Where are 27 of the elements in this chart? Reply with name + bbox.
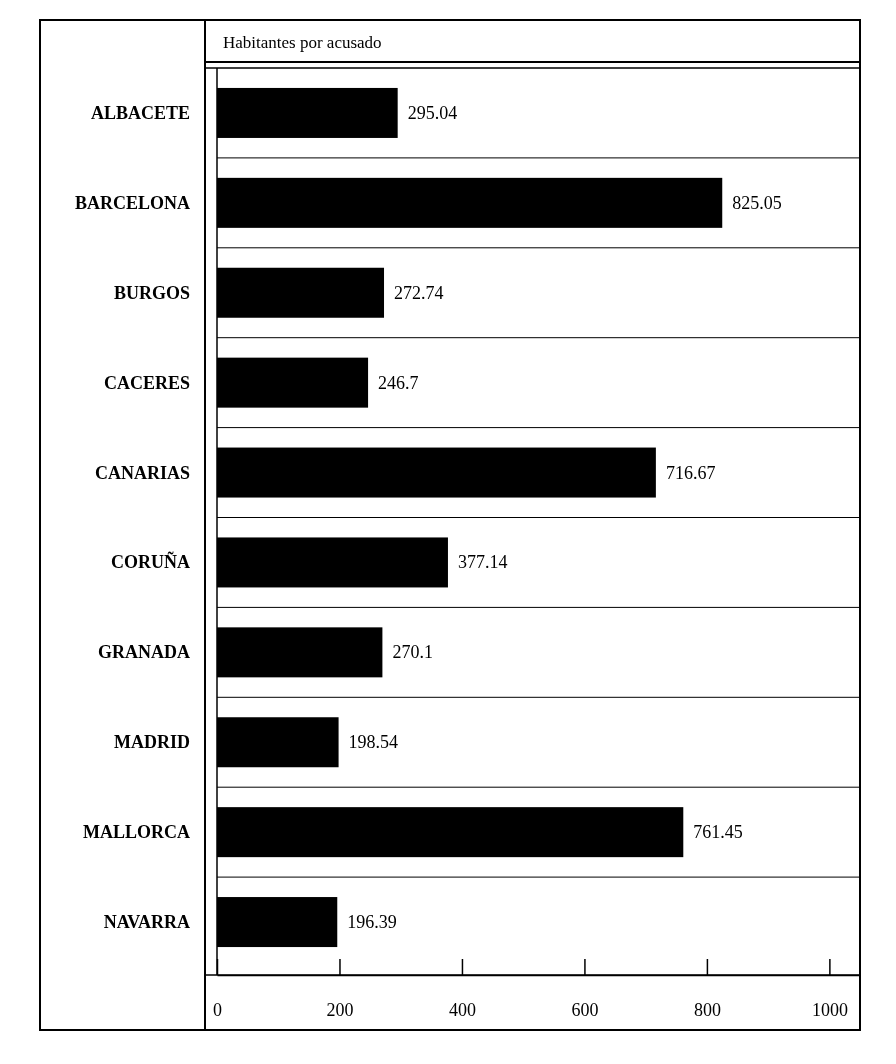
y-tick-label: CANARIAS — [94, 462, 190, 483]
data-label: 825.05 — [732, 192, 782, 213]
y-tick-label: NAVARRA — [103, 912, 190, 933]
data-label: 377.14 — [457, 552, 508, 573]
x-tick-label: 0 — [213, 999, 222, 1020]
y-tick-label: GRANADA — [98, 642, 190, 663]
x-tick-label: 1000 — [811, 999, 848, 1020]
data-label: 270.1 — [392, 642, 433, 663]
x-tick-label: 800 — [693, 999, 721, 1020]
data-label: 761.45 — [693, 822, 743, 843]
data-label: 716.67 — [665, 462, 716, 483]
y-tick-label: MALLORCA — [83, 822, 190, 843]
x-tick-label: 400 — [448, 999, 476, 1020]
y-tick-label: CORUÑA — [111, 551, 190, 573]
y-tick-label: MADRID — [114, 732, 190, 753]
data-label: 246.7 — [378, 372, 419, 393]
chart-title: Habitantes por acusado — [223, 33, 382, 52]
x-tick-label: 600 — [571, 999, 599, 1020]
y-tick-label: BARCELONA — [74, 192, 190, 213]
y-tick-label: ALBACETE — [90, 102, 190, 123]
data-label: 272.74 — [394, 282, 444, 303]
y-tick-label: CACERES — [103, 372, 190, 393]
y-tick-label: BURGOS — [113, 282, 190, 303]
data-label: 295.04 — [407, 102, 458, 123]
data-label: 196.39 — [347, 912, 397, 933]
x-tick-label: 200 — [326, 999, 354, 1020]
data-label: 198.54 — [348, 732, 399, 753]
